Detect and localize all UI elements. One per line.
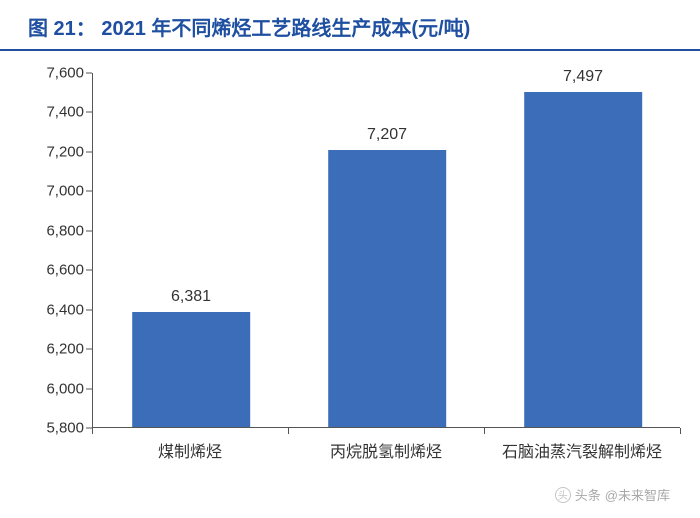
x-tick-mark: [288, 428, 289, 434]
chart-title: 图 21： 2021 年不同烯烃工艺路线生产成本(元/吨): [28, 18, 470, 40]
chart-area: 5,800 6,000 6,200 6,400 6,600 6,800 7,000 7,200…: [20, 73, 680, 493]
plot-region: 6,381 7,207 7,497: [92, 73, 680, 428]
y-tick-label: 6,000: [46, 380, 84, 397]
watermark-icon: 头: [555, 487, 571, 503]
bar: [524, 92, 642, 427]
bar: [132, 312, 250, 427]
x-tick-label: 石脑油蒸汽裂解制烯烃: [502, 438, 662, 462]
y-tick-label: 7,200: [46, 143, 84, 160]
y-axis: 5,8006,0006,2006,4006,6006,8007,0007,200…: [20, 73, 92, 428]
bar-value-label: 7,497: [563, 68, 603, 86]
bar-group: 6,381: [132, 312, 250, 427]
bar-group: 7,497: [524, 92, 642, 427]
bar-value-label: 6,381: [171, 288, 211, 306]
y-tick-label: 6,200: [46, 341, 84, 358]
x-tick-mark: [92, 428, 93, 434]
x-axis: 煤制烯烃 丙烷脱氢制烯烃 石脑油蒸汽裂解制烯烃: [92, 428, 680, 478]
x-tick-label: 煤制烯烃: [158, 438, 222, 462]
watermark-prefix: 头条: [575, 485, 601, 504]
y-tick-label: 7,000: [46, 183, 84, 200]
y-tick-label: 7,600: [46, 65, 84, 82]
watermark-text: @未来智库: [605, 485, 670, 504]
bar-group: 7,207: [328, 150, 446, 427]
bar: [328, 150, 446, 427]
y-tick-label: 5,800: [46, 420, 84, 437]
x-tick-mark: [484, 428, 485, 434]
watermark: 头 头条 @未来智库: [555, 485, 670, 504]
y-tick-label: 6,800: [46, 222, 84, 239]
chart-title-bar: 图 21： 2021 年不同烯烃工艺路线生产成本(元/吨): [0, 0, 700, 51]
y-tick-label: 6,400: [46, 301, 84, 318]
y-tick-label: 6,600: [46, 262, 84, 279]
x-tick-mark: [680, 428, 681, 434]
bar-value-label: 7,207: [367, 126, 407, 144]
x-tick-label: 丙烷脱氢制烯烃: [330, 438, 442, 462]
y-tick-label: 7,400: [46, 104, 84, 121]
